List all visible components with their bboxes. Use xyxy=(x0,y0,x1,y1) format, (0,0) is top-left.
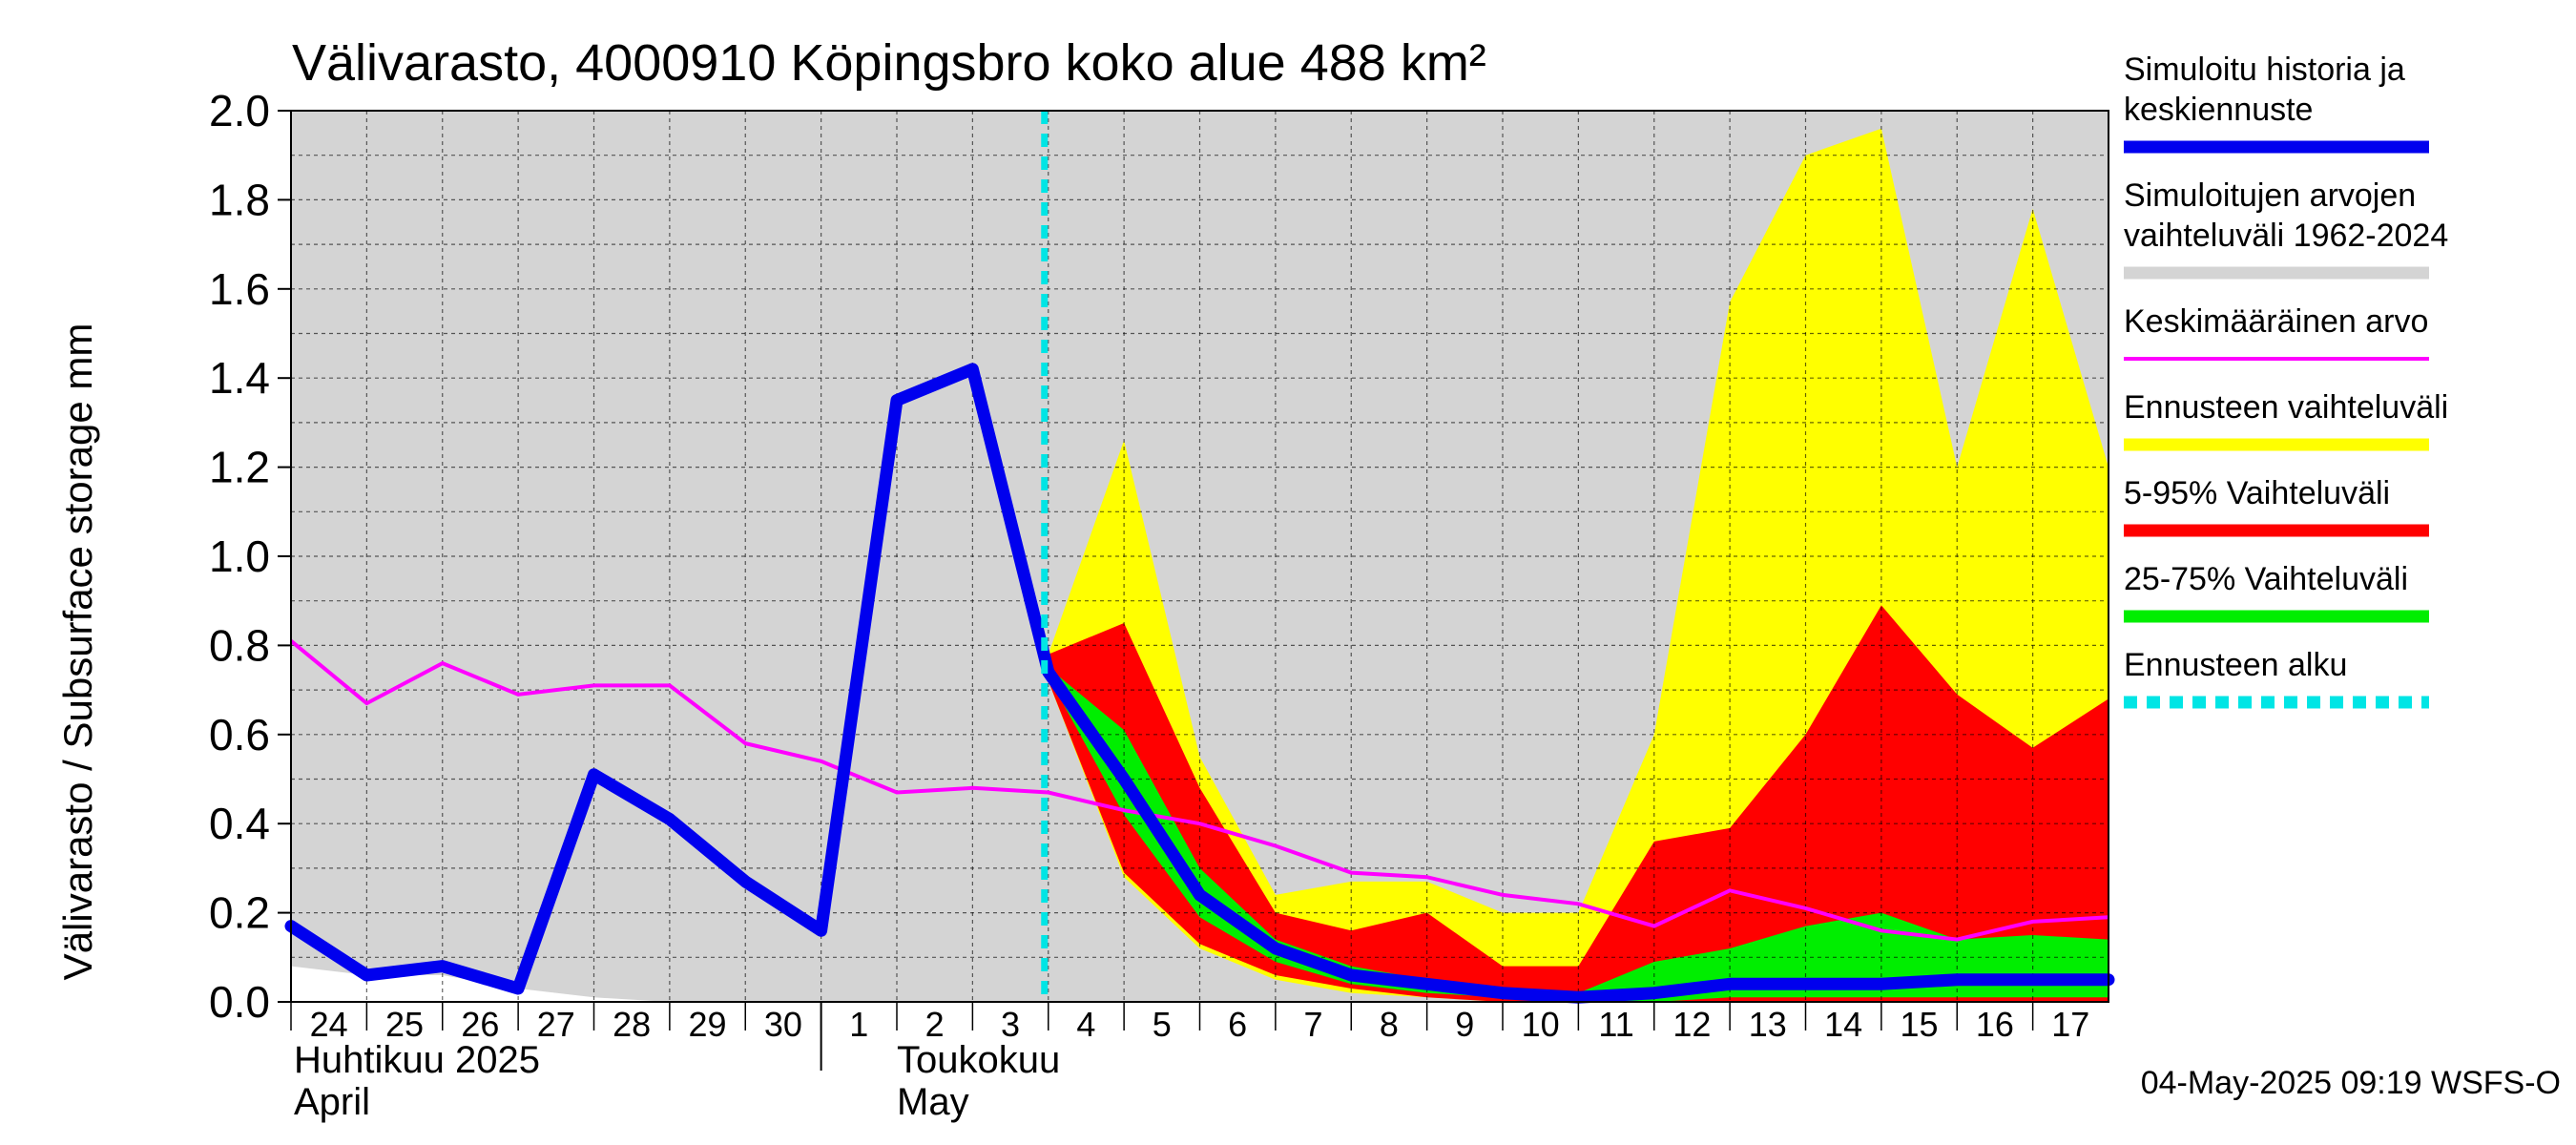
x-tick-label: 1 xyxy=(849,1005,868,1044)
legend-label: Ennusteen vaihteluväli xyxy=(2124,389,2448,426)
x-tick-label: 10 xyxy=(1522,1005,1560,1044)
series-simulated-line xyxy=(284,363,2115,1004)
x-tick-label: 24 xyxy=(310,1005,348,1044)
x-tick-label: 15 xyxy=(1901,1005,1939,1044)
legend-label: Ennusteen alku xyxy=(2124,647,2347,683)
x-tick-label: 2 xyxy=(925,1005,945,1044)
y-axis-label: Välivarasto / Subsurface storage mm xyxy=(55,323,100,981)
month-label-may-en: May xyxy=(897,1081,969,1123)
month-label-april-en: April xyxy=(294,1081,370,1123)
legend-label: Keskimääräinen arvo xyxy=(2124,303,2428,340)
legend-label: 5-95% Vaihteluväli xyxy=(2124,475,2390,511)
x-tick-label: 6 xyxy=(1228,1005,1247,1044)
x-tick-label: 26 xyxy=(461,1005,499,1044)
band-p5-95 xyxy=(1048,605,2109,1002)
x-tick-label: 28 xyxy=(613,1005,651,1044)
y-tick-label: 1.6 xyxy=(209,264,270,314)
x-tick-label: 25 xyxy=(385,1005,424,1044)
y-tick-label: 0.8 xyxy=(209,620,270,670)
x-tick-label: 4 xyxy=(1076,1005,1095,1044)
plot-area xyxy=(284,111,2115,1004)
x-tick-label: 16 xyxy=(1976,1005,2014,1044)
x-tick-label: 12 xyxy=(1672,1005,1711,1044)
y-tick-label: 0.0 xyxy=(209,977,270,1027)
x-tick-label: 17 xyxy=(2051,1005,2089,1044)
legend: Simuloitu historia ja keskiennuste Simuloi… xyxy=(2124,52,2448,709)
month-label-may-fi: Toukokuu xyxy=(897,1039,1060,1081)
y-tick-label: 1.8 xyxy=(209,175,270,224)
x-tick-label: 11 xyxy=(1598,1005,1633,1044)
y-tick-label: 1.0 xyxy=(209,531,270,581)
x-tick-label: 30 xyxy=(764,1005,802,1044)
y-tick-label: 0.2 xyxy=(209,888,270,938)
band-p25-75 xyxy=(1048,667,2109,1002)
x-tick-label: 3 xyxy=(1001,1005,1020,1044)
y-tick-label: 1.4 xyxy=(209,353,270,403)
chart-title: Välivarasto, 4000910 Köpingsbro koko alu… xyxy=(292,34,1486,92)
legend-label: Simuloitu historia ja keskiennuste xyxy=(2124,52,2405,128)
x-tick-label: 14 xyxy=(1824,1005,1862,1044)
axes: 0.00.20.40.60.81.01.21.41.61.82.024 25 26 2… xyxy=(209,86,2109,1071)
x-tick-label: 7 xyxy=(1304,1005,1323,1044)
y-tick-label: 0.4 xyxy=(209,799,270,848)
x-tick-label: 29 xyxy=(689,1005,727,1044)
x-tick-label: 8 xyxy=(1380,1005,1399,1044)
x-tick-label: 5 xyxy=(1153,1005,1172,1044)
x-tick-label: 27 xyxy=(537,1005,575,1044)
x-tick-label: 13 xyxy=(1749,1005,1787,1044)
y-tick-label: 1.2 xyxy=(209,443,270,492)
x-tick-label: 9 xyxy=(1455,1005,1474,1044)
y-tick-label: 2.0 xyxy=(209,86,270,135)
series-mean-line xyxy=(289,639,2109,942)
footer-timestamp: 04-May-2025 09:19 WSFS-O xyxy=(2141,1065,2561,1101)
legend-label: 25-75% Vaihteluväli xyxy=(2124,561,2408,597)
legend-label: Simuloitujen arvojen vaihteluväli 1962-20… xyxy=(2124,177,2448,254)
y-tick-label: 0.6 xyxy=(209,710,270,760)
month-label-april-fi: Huhtikuu 2025 xyxy=(294,1039,540,1081)
